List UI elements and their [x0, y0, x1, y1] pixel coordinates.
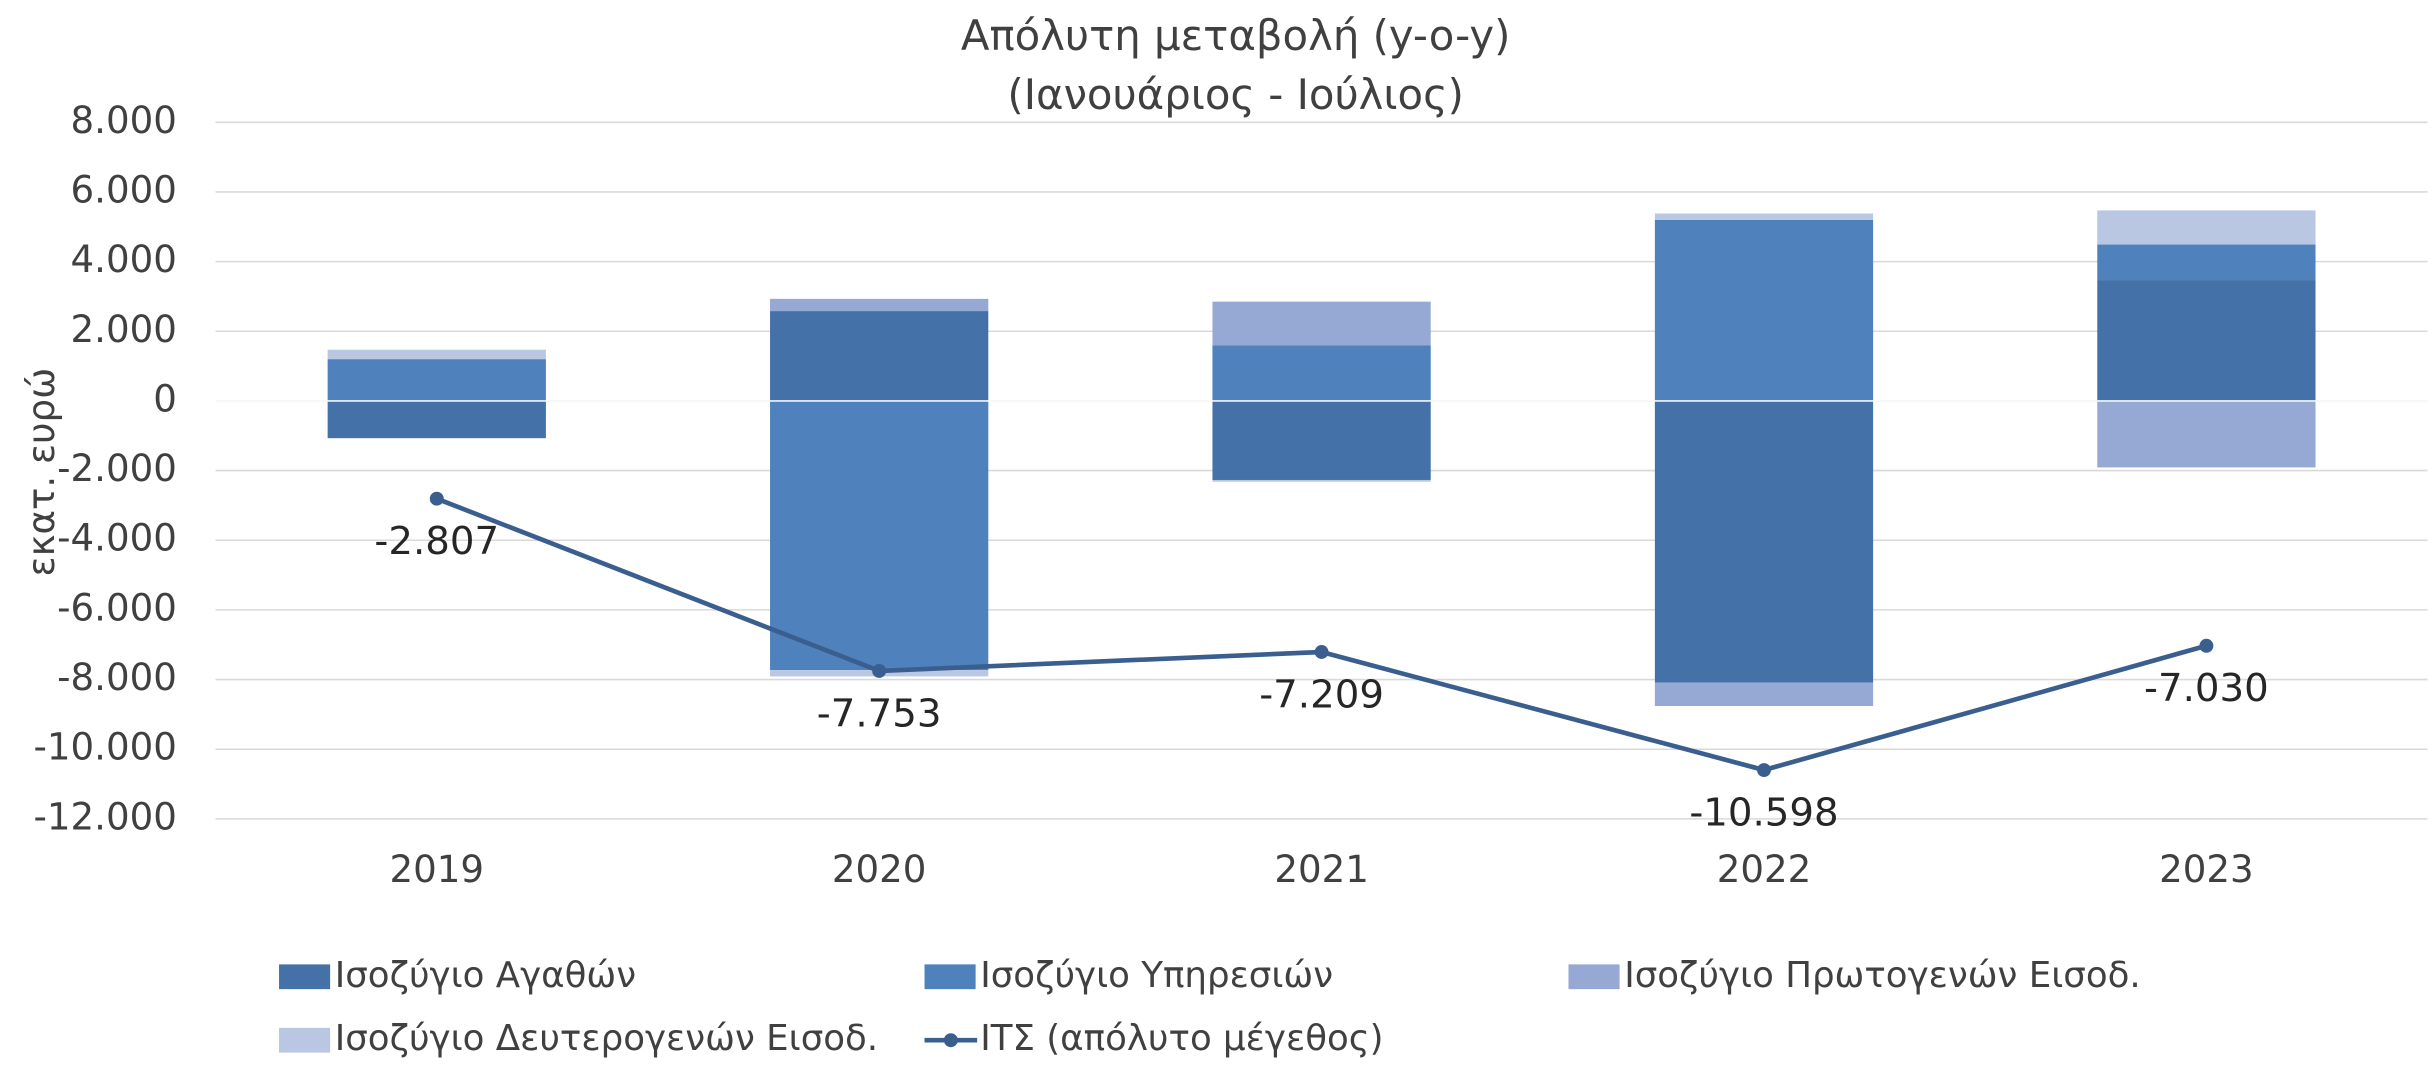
legend-swatch [279, 964, 331, 990]
bar [770, 400, 989, 671]
line-marker [872, 663, 887, 678]
data-label: -7.753 [817, 691, 942, 736]
bar [327, 400, 546, 439]
bar [327, 359, 546, 401]
data-label: -7.209 [1259, 672, 1384, 717]
x-tick-label: 2020 [832, 848, 927, 891]
chart-title: Απόλυτη μεταβολή (y-o-y) [961, 11, 1511, 60]
bar [1654, 682, 1874, 707]
bar [2097, 280, 2316, 401]
y-axis-label: εκατ. ευρώ [20, 368, 63, 577]
y-tick-label: 4.000 [71, 238, 177, 281]
bar [1212, 301, 1431, 346]
data-label: -10.598 [1689, 790, 1838, 835]
legend-label: Ισοζύγιο Πρωτογενών Εισοδ. [1624, 955, 2141, 996]
bar [1212, 400, 1431, 480]
line-marker [1314, 645, 1329, 659]
legend-label: Ισοζύγιο Υπηρεσιών [980, 955, 1333, 996]
bar [2097, 210, 2316, 245]
bar [2097, 244, 2316, 281]
bar [1654, 400, 1874, 683]
legend-swatch [279, 1027, 331, 1053]
line-marker [429, 491, 444, 506]
x-tick-label: 2022 [1717, 848, 1812, 891]
bar [327, 349, 546, 360]
x-tick-label: 2023 [2159, 848, 2254, 891]
data-label: -2.807 [374, 519, 499, 564]
y-tick-label: -4.000 [57, 517, 177, 560]
data-label: -7.030 [2144, 666, 2269, 711]
bar [1654, 213, 1874, 220]
bar [1212, 479, 1431, 482]
y-tick-label: -12.000 [34, 795, 177, 838]
bar [1654, 219, 1874, 401]
y-tick-label: 6.000 [71, 168, 177, 211]
y-tick-label: -2.000 [57, 447, 177, 490]
line-marker [2199, 638, 2214, 653]
chart-subtitle: (Ιανουάριος - Ιούλιος) [1007, 70, 1463, 119]
y-tick-label: -10.000 [34, 726, 177, 769]
y-tick-label: -8.000 [57, 656, 177, 699]
legend-swatch [924, 964, 976, 990]
y-tick-label: 2.000 [71, 308, 177, 351]
y-tick-label: 8.000 [71, 99, 177, 142]
y-tick-label: -6.000 [57, 586, 177, 629]
legend-label: Ισοζύγιο Αγαθών [335, 955, 636, 996]
legend-swatch [1568, 964, 1620, 990]
x-tick-label: 2021 [1274, 848, 1369, 891]
legend-label: ΙΤΣ (απόλυτο μέγεθος) [980, 1018, 1383, 1059]
bar [1212, 345, 1431, 401]
bar [770, 311, 989, 401]
legend-swatch [943, 1033, 958, 1048]
bar [2097, 400, 2316, 468]
line-marker [1757, 763, 1771, 778]
bar [770, 298, 989, 312]
y-tick-label: 0 [153, 377, 177, 420]
legend-label: Ισοζύγιο Δευτερογενών Εισοδ. [335, 1018, 878, 1059]
line [435, 496, 2208, 773]
x-tick-label: 2019 [390, 848, 485, 891]
